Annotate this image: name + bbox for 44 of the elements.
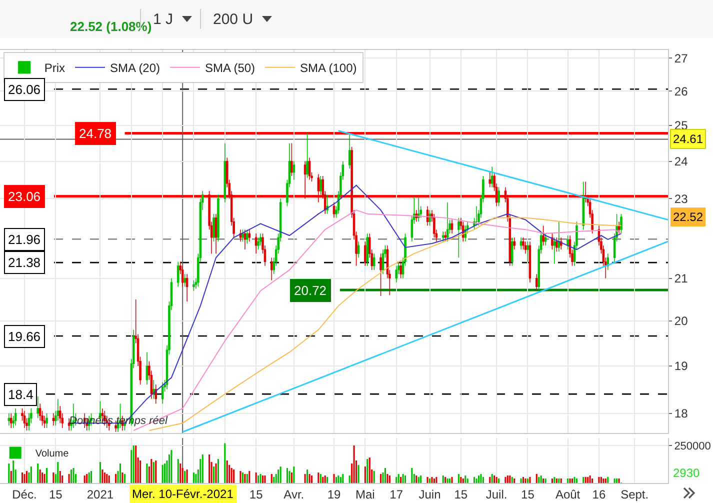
text: 200 U: [213, 10, 254, 28]
x-tick-label: Déc.: [12, 487, 37, 502]
x-tick-label: Juil.: [486, 487, 508, 502]
x-tick-label: 15: [521, 487, 535, 502]
ref-line-label: 21.38: [8, 255, 41, 270]
x-tick-label: Avr.: [284, 487, 304, 502]
x-tick-label: Mai: [356, 487, 375, 502]
x-tick-label: Août: [555, 487, 581, 502]
text: 1 J: [153, 10, 174, 28]
ref-line-label: 18.4: [8, 387, 34, 402]
ref-line-label: 26.06: [8, 82, 41, 97]
x-tick-label: 15: [249, 487, 264, 502]
x-tick-label: Juin: [418, 487, 441, 502]
x-tick-label: Sept.: [620, 487, 649, 502]
y-tick-label: 19: [674, 359, 688, 374]
legend-label: SMA (100): [300, 61, 357, 76]
y-tick-label: 250000: [674, 440, 711, 452]
chart-subtitle: 22.52 (1.08%): [70, 19, 152, 34]
ref-line-label: 20.72: [294, 283, 327, 298]
legend-label: Volume: [35, 448, 70, 460]
y-tick-label: 23: [674, 192, 688, 206]
text: 2930: [673, 466, 700, 480]
x-tick-label: 15: [454, 487, 468, 502]
x-tick-label: 17: [390, 487, 404, 502]
x-tick-label: 16: [592, 487, 606, 502]
x-tick-label: 15: [48, 487, 63, 502]
ref-line-label: 21.96: [8, 232, 41, 247]
y-tick-label: 27: [674, 51, 688, 66]
ref-line-label: 24.78: [79, 126, 112, 141]
legend-label: SMA (20): [110, 61, 160, 76]
legend-label: Prix: [44, 61, 66, 76]
ref-line-label: 24.61: [673, 132, 704, 146]
x-tick-label: 19: [327, 487, 341, 502]
y-tick-label: 20: [674, 314, 688, 328]
y-tick-label: 26: [674, 84, 688, 98]
y-tick-label: 24: [674, 154, 688, 168]
ref-line-label: 19.66: [8, 329, 41, 344]
x-tick-label: 2021: [86, 487, 114, 502]
y-tick-label: 21: [674, 271, 688, 286]
ref-line-label: Mer. 10-Févr.-2021: [132, 487, 234, 501]
text: 22.52: [673, 210, 704, 224]
legend-label: SMA (50): [205, 61, 256, 76]
y-tick-label: 18: [674, 406, 688, 421]
ref-line-label: 23.06: [8, 189, 41, 204]
